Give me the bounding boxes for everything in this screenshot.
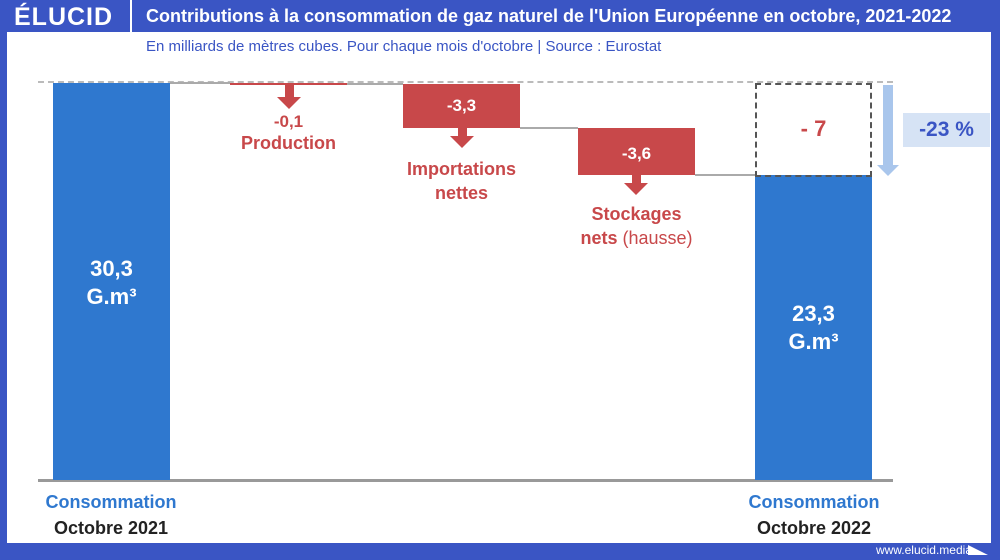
stockages-arrow-stem	[632, 174, 641, 184]
percent-arrow-stem	[883, 85, 893, 165]
bar-consommation-2021	[53, 83, 170, 480]
bar-value-label-2022: 23,3	[792, 301, 835, 326]
label-nets: nets	[580, 228, 618, 248]
bar-delta-2	[403, 84, 520, 128]
delta-label-stockages-line1: Stockages	[591, 204, 682, 224]
bar-unit-label-2022: G.m³	[788, 329, 839, 354]
bar-consommation-2022	[755, 174, 872, 480]
bar-value-label-2021: 30,3	[90, 256, 133, 281]
category-label-2021: Consommation	[45, 492, 177, 512]
imports-arrow-icon	[450, 136, 474, 148]
category-sublabel-2022: Octobre 2022	[756, 518, 872, 538]
delta-value-imports: -3,3	[446, 96, 477, 115]
elucid-logo: ÉLUCID	[14, 3, 114, 31]
total-change-label: - 7	[800, 116, 827, 141]
bar-unit-label-2021: G.m³	[86, 284, 137, 309]
total-change-dashed-box	[755, 83, 872, 177]
baseline-axis	[38, 479, 893, 482]
delta-label-imports-line1: Importations	[406, 159, 516, 179]
stockages-arrow-icon	[624, 183, 648, 195]
connector-line	[695, 173, 755, 176]
footer-url[interactable]: www.elucid.media	[875, 543, 972, 557]
chart-title: Contributions à la consommation de gaz n…	[146, 6, 952, 26]
delta-label-stockages-line2: nets (hausse)	[555, 226, 718, 250]
category-sublabel-2021: Octobre 2021	[53, 518, 169, 538]
chart-subtitle: En milliards de mètres cubes. Pour chaqu…	[146, 38, 662, 55]
label-hausse: (hausse)	[617, 228, 693, 248]
elucid-flag-icon	[968, 545, 988, 555]
header-divider	[130, 0, 132, 32]
percent-arrow-icon	[877, 165, 899, 176]
delta-label-production: Production	[241, 133, 336, 153]
connector-line	[347, 83, 403, 86]
production-arrow-icon	[277, 97, 301, 109]
percent-change-badge: -23 %	[903, 113, 990, 147]
delta-label-imports-line2: nettes	[434, 183, 488, 203]
connector-line	[520, 126, 578, 129]
imports-arrow-stem	[458, 127, 467, 137]
delta-value-production: -0,1	[273, 112, 304, 131]
production-arrow-stem	[285, 84, 294, 98]
delta-value-stockages: -3,6	[621, 144, 652, 163]
bar-delta-3	[578, 127, 695, 175]
category-label-2022: Consommation	[748, 492, 880, 512]
connector-line	[170, 82, 230, 84]
reference-dashed-line	[38, 81, 893, 83]
